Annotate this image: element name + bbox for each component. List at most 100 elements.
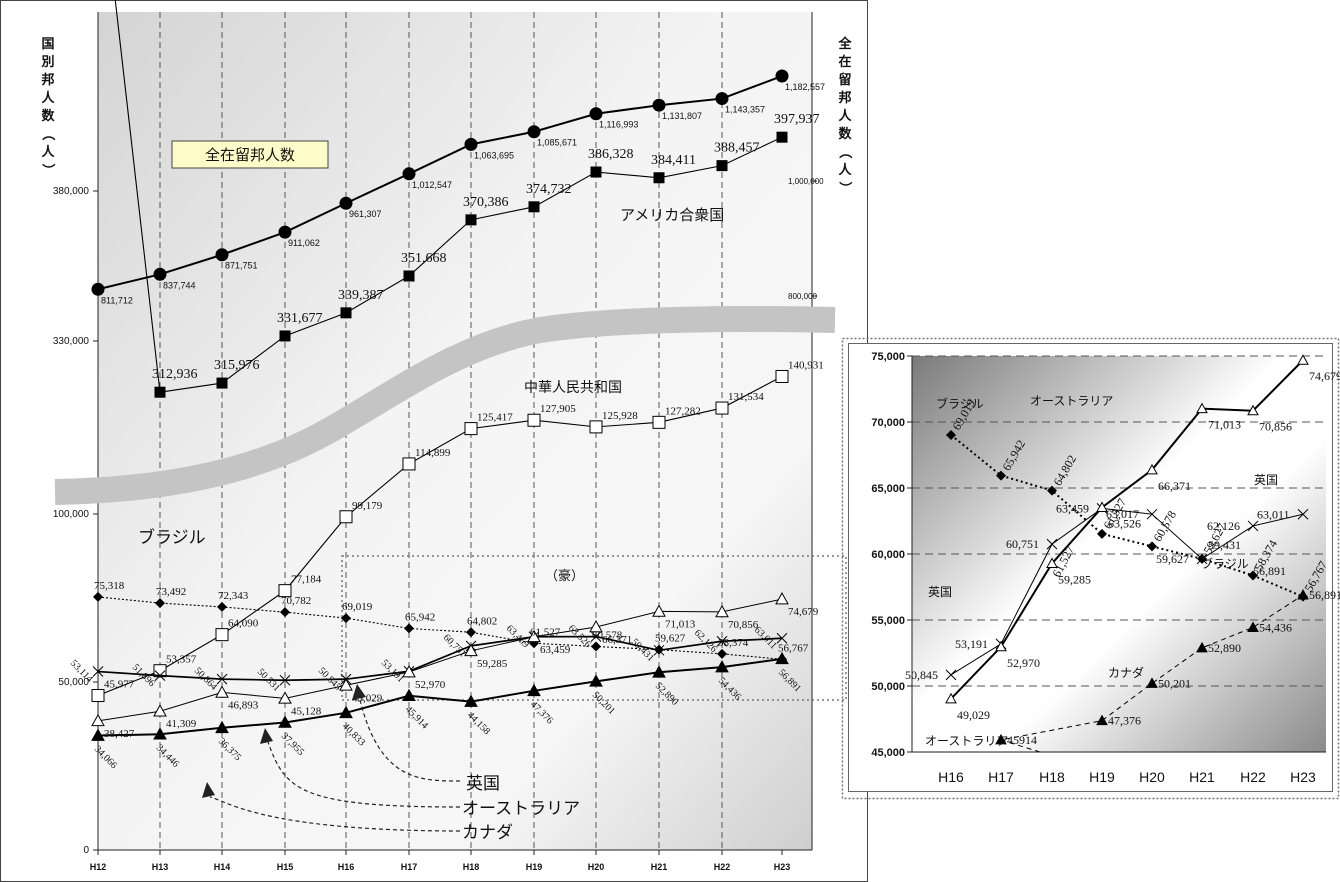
data-label-s3: 60,578 bbox=[592, 629, 623, 641]
inset-x-tick-label-H18: H18 bbox=[1039, 769, 1065, 785]
inset-y-tick-label: 50,000 bbox=[871, 681, 905, 693]
series-4-point bbox=[216, 673, 228, 685]
data-label-s5: 46,893 bbox=[228, 699, 259, 711]
data-label-s5: 59,285 bbox=[477, 658, 508, 670]
right-axis-title-char: 在 bbox=[838, 54, 851, 70]
inset-series-1-point bbox=[1196, 553, 1208, 565]
series-5-point bbox=[775, 592, 789, 605]
right-axis-title: 全在留邦人数（人） bbox=[837, 36, 853, 195]
inset-outer-border bbox=[841, 337, 1340, 800]
data-label-s1: 384,411 bbox=[651, 153, 696, 168]
x-tick-label-H16: H16 bbox=[338, 862, 355, 872]
x-tick-label-H18: H18 bbox=[463, 862, 480, 872]
inset-series-3-point bbox=[1096, 714, 1108, 726]
series-line-0 bbox=[97, 75, 783, 291]
zoom-region-box bbox=[341, 555, 847, 701]
total-legend-box bbox=[171, 140, 329, 169]
data-label-s5: 41,309 bbox=[166, 718, 197, 730]
series-0-point bbox=[278, 225, 292, 239]
data-label-s0: 1,116,993 bbox=[599, 120, 638, 130]
inset-series-3-point bbox=[1196, 641, 1208, 653]
inset-australia-top: オーストラリア bbox=[1030, 394, 1113, 408]
data-label-s3: 64,802 bbox=[467, 615, 497, 627]
series-line-5 bbox=[97, 598, 783, 722]
inset-x-tick-label-H22: H22 bbox=[1240, 769, 1266, 785]
inset-series-0-point bbox=[996, 470, 1006, 481]
series-6-point bbox=[215, 720, 229, 734]
left-axis-title-char: 人 bbox=[41, 90, 55, 106]
inset-uk-right: 英国 bbox=[1254, 473, 1278, 487]
series-6-point bbox=[775, 651, 789, 665]
series-line-2 bbox=[97, 375, 783, 697]
series-1-point bbox=[776, 131, 788, 143]
data-label-s3: 69,019 bbox=[342, 601, 373, 613]
series-6-point bbox=[91, 728, 105, 741]
series-6-point bbox=[278, 715, 292, 728]
series-5-point bbox=[464, 643, 478, 657]
series-2-point bbox=[278, 584, 292, 598]
series-0-point bbox=[91, 282, 105, 296]
series-0-point bbox=[589, 107, 603, 121]
data-label-s3: 56,767 bbox=[778, 642, 809, 654]
series-4-point bbox=[154, 670, 166, 681]
inset-series-3-point bbox=[1297, 589, 1309, 600]
series-1-point bbox=[403, 270, 415, 282]
inset-series-1-point bbox=[945, 669, 957, 681]
inset-data-label-s1: 60,751 bbox=[1006, 537, 1039, 551]
inset-series-1-point bbox=[1146, 508, 1158, 520]
left-tick-label: 380,000 bbox=[53, 186, 90, 197]
inset-series-1-point bbox=[1247, 520, 1259, 532]
series-0-point bbox=[775, 69, 789, 83]
x-tick-label-H20: H20 bbox=[588, 862, 605, 872]
inset-y-tick-label: 75,000 bbox=[871, 351, 905, 363]
inset-data-label-s2: 59,285 bbox=[1058, 572, 1091, 586]
data-label-s2: 53,357 bbox=[166, 654, 197, 666]
inset-series-1-point bbox=[1297, 508, 1309, 520]
x-tick-label-H22: H22 bbox=[714, 862, 731, 872]
series-0-point bbox=[215, 248, 229, 262]
series-0-point bbox=[339, 196, 353, 210]
data-label-s5: 63,459 bbox=[540, 644, 571, 656]
series-4-point bbox=[590, 631, 602, 642]
series-6-point bbox=[402, 688, 416, 702]
series-4-point bbox=[653, 644, 665, 656]
right-axis-title-char: （ bbox=[837, 145, 853, 158]
series-5-point bbox=[91, 713, 105, 727]
series-3-point bbox=[341, 613, 351, 624]
data-label-s1: 351,668 bbox=[401, 251, 447, 266]
inset-australia-low: オーストラリア bbox=[925, 734, 1008, 748]
x-tick-label-H14: H14 bbox=[214, 862, 231, 872]
data-label-s3: 58,374 bbox=[718, 637, 749, 649]
x-tick-label-H23: H23 bbox=[774, 862, 791, 872]
main-plot-area bbox=[98, 12, 812, 850]
usa-label: アメリカ合衆国 bbox=[620, 206, 724, 224]
inset-y-tick-label: 60,000 bbox=[871, 549, 905, 561]
series-6-point bbox=[153, 727, 167, 740]
inset-data-label-s3: 50,201 bbox=[1158, 676, 1191, 690]
inset-series-3-point bbox=[995, 733, 1007, 745]
inset-y-tick-label: 65,000 bbox=[871, 483, 905, 495]
x-tick-label-H12: H12 bbox=[90, 862, 107, 872]
series-3-point bbox=[93, 591, 103, 602]
left-tick-label: 0 bbox=[83, 845, 89, 856]
data-label-s2: 114,899 bbox=[415, 447, 451, 459]
inset-data-label-s1: 63,017 bbox=[1106, 507, 1139, 521]
right-axis-title-char: 留 bbox=[838, 72, 851, 88]
data-label-s1: 339,387 bbox=[338, 288, 384, 303]
series-5-point bbox=[278, 691, 292, 704]
inset-data-label-s2: 49,029 bbox=[957, 708, 990, 722]
inset-data-label-s2: 74,679 bbox=[1309, 369, 1340, 383]
series-0-point bbox=[715, 92, 729, 106]
data-label-s2: 125,417 bbox=[477, 412, 513, 424]
callout-australia: オーストラリア bbox=[462, 799, 580, 819]
data-label-s3: 70,782 bbox=[281, 595, 311, 607]
series-1-point bbox=[340, 307, 352, 319]
series-5-point bbox=[153, 704, 167, 717]
inset-brazil-low: ブラジル bbox=[1201, 556, 1249, 571]
uk-arrow bbox=[352, 684, 366, 700]
inset-series-line-0 bbox=[950, 434, 1304, 598]
inset-data-label-s1: 53,191 bbox=[955, 637, 988, 651]
series-6-point bbox=[589, 674, 603, 687]
series-4-point bbox=[716, 635, 728, 647]
